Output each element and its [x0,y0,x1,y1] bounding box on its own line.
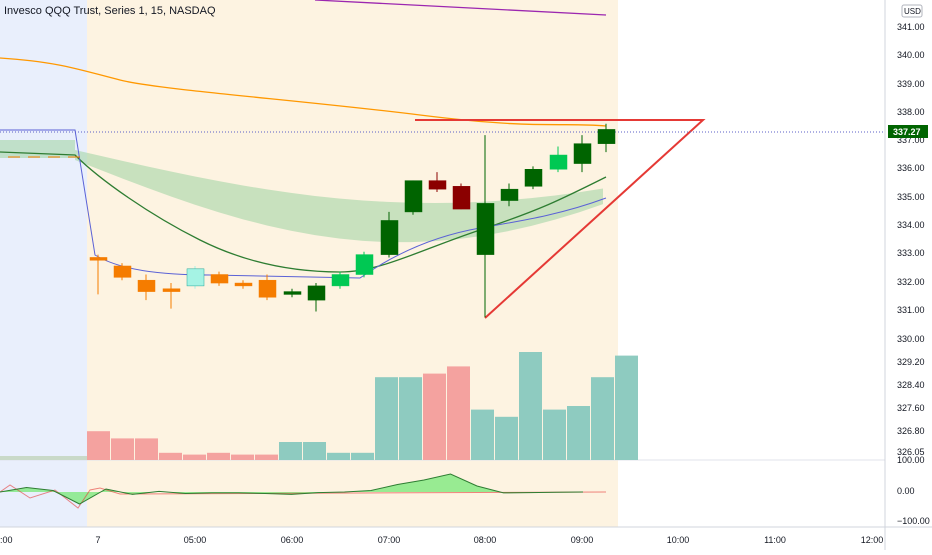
volume-bar [207,452,230,460]
vwap-line [0,129,607,279]
candle-body [283,291,302,295]
time-tick-label: 7 [95,535,100,545]
price-tick-label: 340.00 [897,50,925,60]
oscillator-area [0,474,583,504]
price-tick-label: 328.40 [897,380,925,390]
price-tick-label: 326.05 [897,447,925,457]
candle-body [573,143,592,164]
time-tick-label: 05:00 [184,535,207,545]
price-tick-label: 327.60 [897,403,925,413]
candle-body [331,274,350,287]
candle-body [89,257,108,261]
time-tick-label: 12:00 [861,535,884,545]
time-tick-label: 06:00 [281,535,304,545]
price-tick-label: 326.80 [897,426,925,436]
band-area [0,140,603,243]
candle-body [452,186,471,210]
candle-body [210,274,229,284]
time-tick-label: 10:00 [667,535,690,545]
price-tick-label: 332.00 [897,277,925,287]
volume-bar [543,409,566,460]
volume-bar [0,456,87,460]
candle-body [258,279,277,298]
last-price-label: 337.27 [893,127,921,137]
candle-body [380,220,399,255]
osc-tick-label: −100.00 [897,516,930,526]
volume-bar [87,431,110,460]
session-bg-post [0,0,87,527]
volume-bar [567,406,590,460]
time-tick-label: 09:00 [571,535,594,545]
osc-tick-label: 0.00 [897,486,915,496]
candle-body [113,265,132,278]
volume-bar [159,452,182,460]
currency-label: USD [904,7,921,16]
volume-bar [279,442,302,460]
candle-body [234,282,253,287]
volume-bar [231,454,254,460]
volume-bar [447,366,470,460]
candle-body [404,180,423,213]
price-tick-label: 341.00 [897,22,925,32]
price-tick-label: 335.00 [897,192,925,202]
price-tick-label: 329.20 [897,357,925,367]
volume-bar [351,452,374,460]
price-tick-label: 334.00 [897,220,925,230]
price-tick-label: 337.00 [897,135,925,145]
volume-bar [327,452,350,460]
volume-bar [615,355,638,460]
volume-bar [183,454,206,460]
volume-bar [255,454,278,460]
price-tick-label: 330.00 [897,334,925,344]
price-tick-label: 333.00 [897,248,925,258]
time-tick-label: 11:00 [764,535,786,545]
time-tick-label: 08:00 [474,535,497,545]
candle-body [307,285,326,301]
volume-bar [111,438,134,460]
candle-body [524,169,543,187]
volume-bar [399,377,422,460]
time-tick-label: 07:00 [378,535,401,545]
ma-purple-line [314,0,607,16]
candle-body [186,268,205,287]
candle-body [476,203,495,255]
price-tick-label: 338.00 [897,107,925,117]
candle-body [162,288,181,292]
candle-body [137,279,156,292]
candle-body [597,129,616,144]
candle-body [428,180,447,190]
last-price-tag [888,125,928,138]
candle-body [500,188,519,201]
volume-bar [495,416,518,460]
time-tick-label: :00 [0,535,13,545]
chart-title: Invesco QQQ Trust, Series 1, 15, NASDAQ [4,5,216,17]
osc-tick-label: 100.00 [897,455,925,465]
ma-orange-line [0,57,607,127]
volume-bar [135,438,158,460]
volume-bar [591,377,614,460]
price-tick-label: 331.00 [897,305,925,315]
price-tick-label: 339.00 [897,79,925,89]
oscillator-line [0,473,584,505]
volume-bar [303,442,326,460]
currency-badge [901,4,923,18]
triangle-drawing [415,119,706,319]
price-tick-label: 336.00 [897,163,925,173]
volume-bar [519,352,542,460]
volume-bar [423,373,446,460]
volume-bar [471,409,494,460]
candle-body [549,154,568,170]
candle-body [355,254,374,275]
volume-bar [375,377,398,460]
